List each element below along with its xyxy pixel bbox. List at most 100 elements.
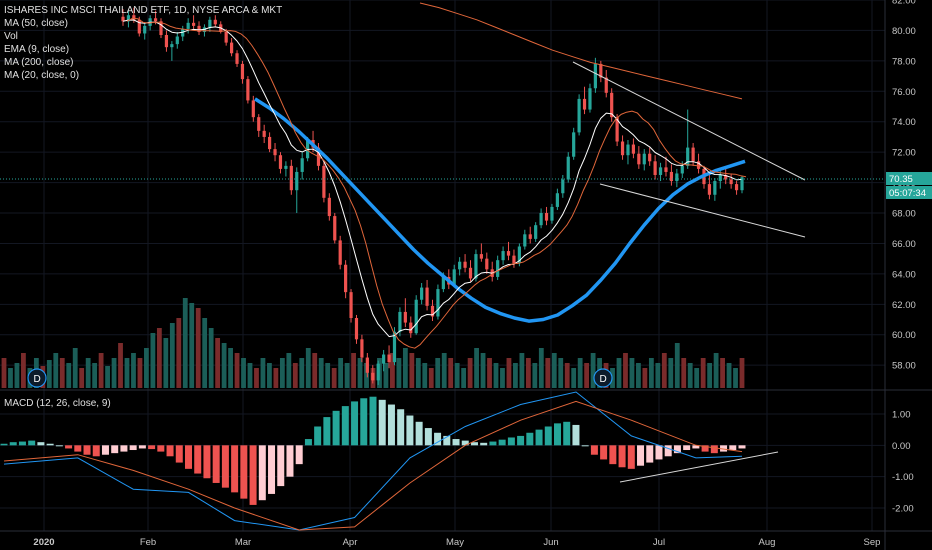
macd-histogram-bar	[314, 426, 322, 446]
time-axis[interactable]: 2020 Feb Mar Apr May Jun Jul Aug Sep	[33, 537, 880, 548]
volume-bar	[661, 353, 667, 388]
price-tick-label: 74.00	[892, 117, 916, 128]
candle-body	[430, 305, 435, 317]
volume-bar	[163, 338, 169, 388]
macd-histogram-bar	[203, 445, 211, 479]
macd-histogram-bar	[120, 445, 128, 452]
candle-body	[528, 234, 532, 239]
last-price-value: 70.35	[889, 174, 913, 185]
ma50-line	[254, 97, 746, 323]
candle-body	[295, 171, 299, 191]
candle-body	[240, 63, 245, 80]
candle-body	[691, 147, 695, 162]
volume-bar	[92, 363, 98, 388]
volume-bar	[292, 363, 298, 388]
macd-histogram-bar	[618, 445, 626, 468]
macd-histogram-bar	[378, 399, 386, 446]
time-tick-label: Feb	[140, 537, 156, 548]
trend-lines[interactable]	[572, 61, 806, 483]
macd-panel	[0, 391, 746, 531]
last-price-badge: 70.35 05:07:34	[886, 172, 932, 199]
macd-histogram-bar	[646, 445, 654, 463]
macd-line	[3, 391, 743, 531]
candle-body	[680, 165, 684, 174]
macd-histogram-bar	[415, 421, 423, 446]
dividend-markers[interactable]: D D	[27, 368, 613, 388]
candle-body	[675, 173, 679, 182]
candle-body	[376, 363, 380, 381]
legend-ema9[interactable]: EMA (9, close)	[4, 44, 70, 55]
volume-bar	[441, 353, 447, 388]
macd-histogram-bar	[74, 445, 82, 452]
candle-body	[534, 225, 538, 239]
upper-trendline[interactable]	[572, 61, 806, 181]
candle-body	[452, 269, 456, 285]
candle-body	[696, 161, 701, 169]
macd-histogram-bar	[480, 442, 488, 446]
candle-body	[648, 153, 652, 162]
dividend-marker[interactable]	[593, 368, 613, 388]
dividend-marker[interactable]	[27, 368, 47, 388]
volume-bar	[286, 353, 292, 388]
candle-body	[539, 213, 543, 226]
lower-trendline[interactable]	[599, 183, 806, 238]
volume-bar	[267, 363, 272, 388]
macd-histogram-bar	[729, 445, 737, 451]
volume-bar	[674, 343, 680, 388]
legend-ma200[interactable]: MA (200, close)	[4, 57, 74, 68]
volume-bar	[53, 353, 59, 388]
candle-body	[686, 147, 690, 166]
candle-body	[208, 19, 212, 28]
macd-histogram-bar	[129, 445, 137, 451]
macd-histogram-bar	[138, 445, 146, 449]
volume-bar	[474, 348, 479, 388]
macd-histogram-bar	[148, 445, 156, 450]
candle-body	[572, 132, 576, 157]
time-tick-label: Jul	[653, 537, 665, 548]
legend-ma20[interactable]: MA (20, close, 0)	[4, 70, 80, 81]
macd-histogram-bar	[470, 442, 478, 446]
candle-body	[734, 184, 739, 191]
price-tick-label: 82.00	[892, 0, 916, 7]
volume-bar	[254, 368, 259, 388]
volume-bar	[415, 358, 421, 388]
macd-histogram-bar	[720, 445, 728, 452]
volume-bar	[461, 368, 467, 388]
macd-histogram-bar	[535, 429, 543, 446]
candle-body	[186, 22, 190, 29]
candle-body	[664, 167, 668, 172]
volume-bar	[590, 353, 596, 388]
volume-bar	[66, 363, 72, 388]
candle-body	[501, 251, 505, 261]
volume-bar	[150, 333, 156, 388]
legend-ma50[interactable]: MA (50, close)	[4, 18, 68, 29]
macd-legend[interactable]: MACD (12, 26, close, 9)	[4, 398, 111, 409]
volume-bar	[46, 360, 52, 388]
candle-body	[197, 25, 201, 32]
macd-histogram-bar	[397, 409, 405, 446]
macd-histogram-bar	[590, 445, 598, 455]
macd-histogram-bar	[406, 415, 414, 446]
candle-body	[604, 77, 608, 93]
macd-trendline[interactable]	[619, 451, 779, 483]
candle-body	[382, 354, 386, 364]
volume-bar	[428, 368, 434, 388]
candle-body	[409, 322, 413, 334]
candle-body	[658, 167, 663, 175]
symbol-title[interactable]: ISHARES INC MSCI THAILAND ETF, 1D, NYSE …	[4, 5, 283, 16]
volume-bar	[208, 328, 214, 388]
price-axis[interactable]: 82.0080.0078.0076.0074.0072.0070.0068.00…	[892, 0, 916, 515]
macd-histogram-bar	[581, 445, 589, 447]
volume-bar	[577, 358, 583, 388]
candle-body	[191, 22, 196, 26]
volume-bar	[694, 368, 700, 388]
candle-body	[642, 153, 646, 165]
volume-bar	[1, 358, 7, 388]
candle-body	[729, 179, 733, 185]
macd-histogram-bar	[55, 445, 63, 447]
volume-bar	[519, 353, 525, 388]
legend-vol[interactable]: Vol	[4, 31, 18, 42]
volume-bar	[21, 353, 26, 388]
macd-histogram-bar	[637, 445, 645, 466]
